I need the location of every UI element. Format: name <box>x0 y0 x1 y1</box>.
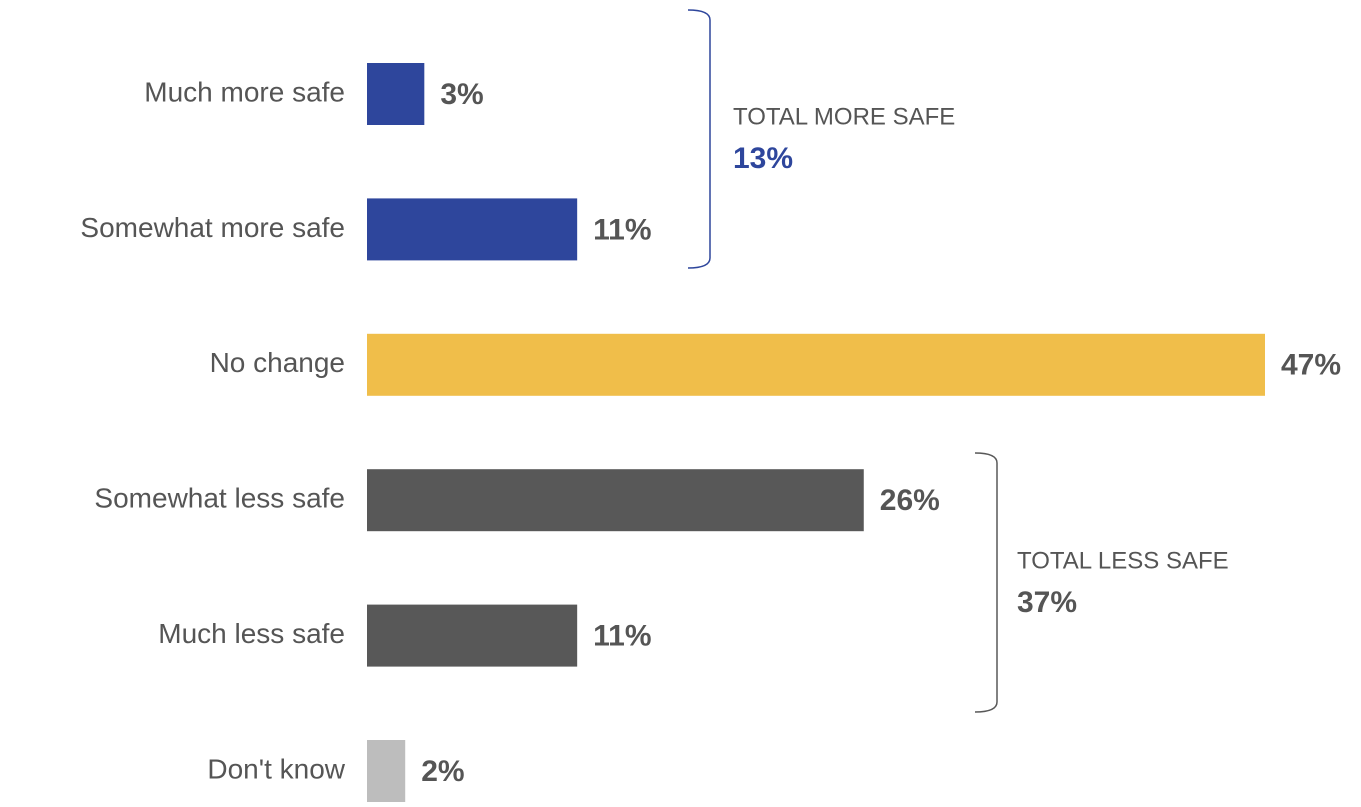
category-label: Somewhat more safe <box>80 212 345 243</box>
bar <box>367 740 406 802</box>
bar <box>367 333 1265 396</box>
annotation-total: 37% <box>1017 586 1077 619</box>
value-label: 3% <box>440 78 483 111</box>
value-label: 26% <box>880 484 940 517</box>
bar <box>367 469 864 532</box>
value-label: 47% <box>1281 349 1341 382</box>
annotation-total: 13% <box>733 142 793 175</box>
category-label: Somewhat less safe <box>94 483 345 514</box>
annotation-label: TOTAL MORE SAFE <box>733 103 955 130</box>
value-label: 11% <box>593 213 651 246</box>
annotation-label: TOTAL LESS SAFE <box>1017 547 1229 574</box>
value-label: 2% <box>421 755 464 788</box>
category-label: No change <box>210 347 345 378</box>
category-label: Don't know <box>207 753 345 784</box>
category-label: Much less safe <box>158 618 345 649</box>
category-label: Much more safe <box>144 76 345 107</box>
bracket <box>687 9 711 269</box>
bar <box>367 604 578 667</box>
bracket <box>974 452 998 713</box>
bar <box>367 198 578 261</box>
bar <box>367 63 425 125</box>
value-label: 11% <box>593 620 651 653</box>
